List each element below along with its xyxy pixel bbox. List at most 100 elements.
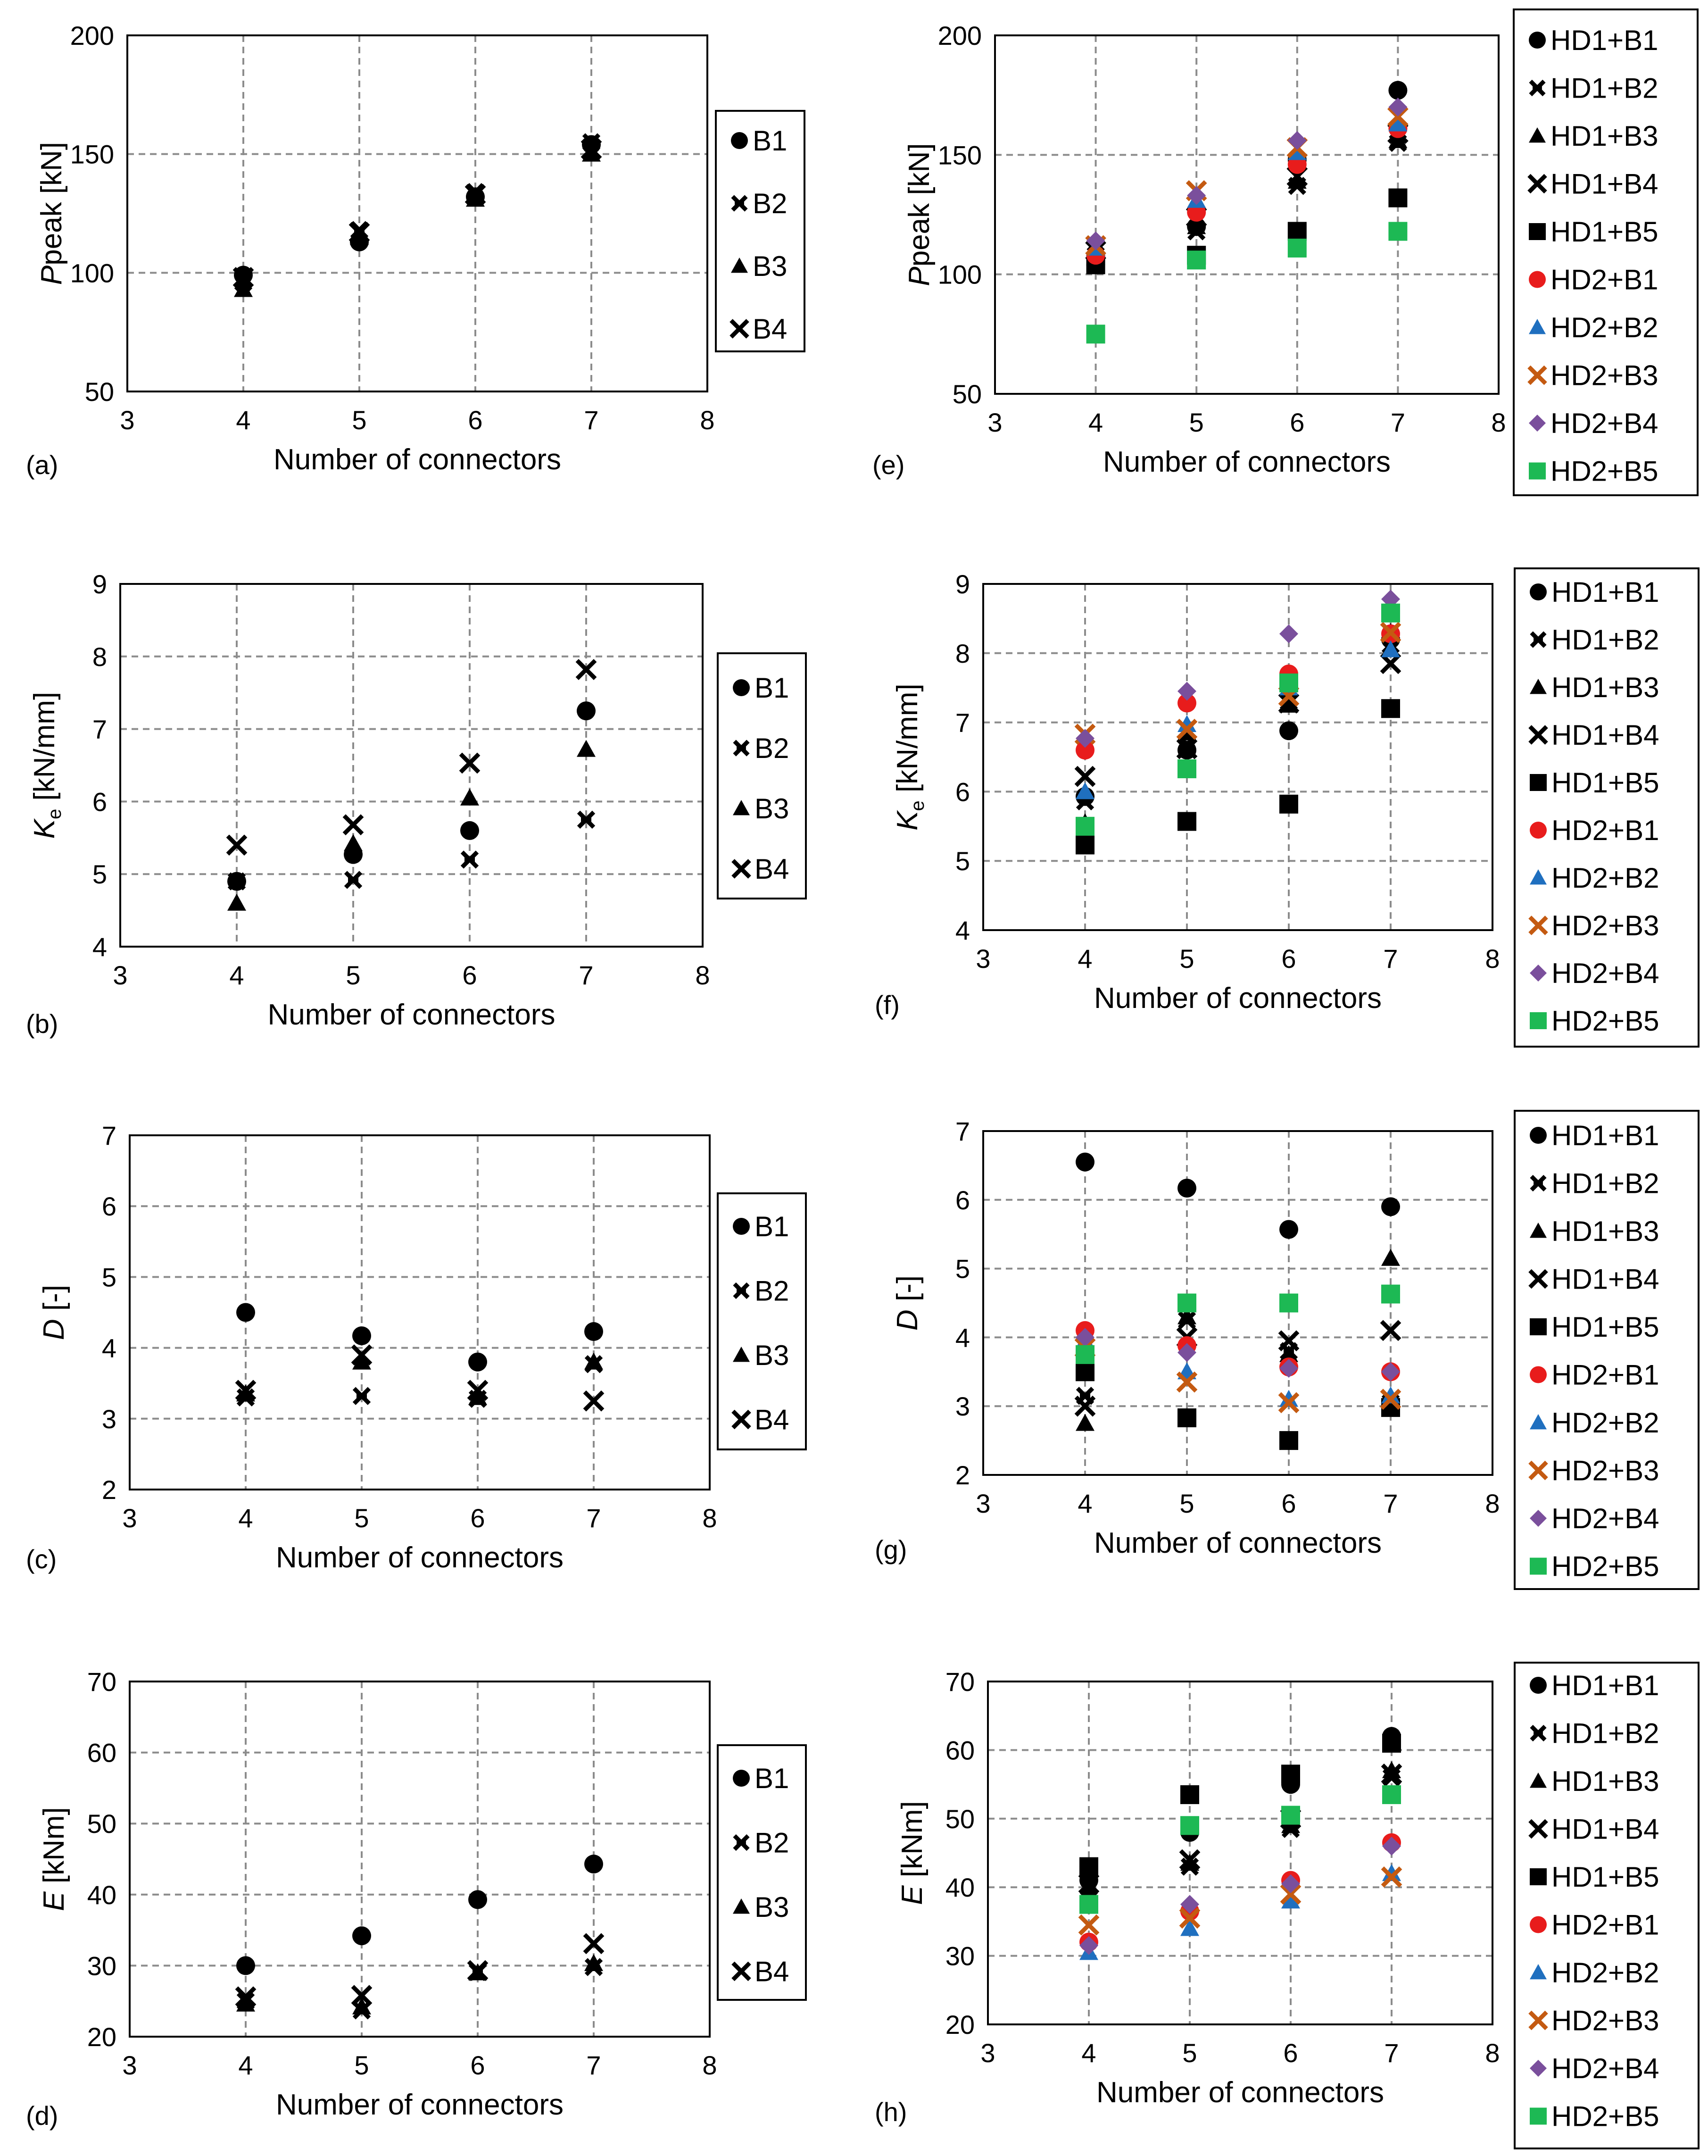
legend-box xyxy=(1514,1110,1700,1590)
data-point xyxy=(583,1933,605,1955)
data-point xyxy=(1079,1857,1098,1876)
data-point xyxy=(459,752,481,774)
y-tick-label: 30 xyxy=(945,1941,975,1971)
data-point xyxy=(352,1926,371,1946)
y-tick-label: 50 xyxy=(953,379,982,409)
legend-label: HD1+B5 xyxy=(1551,1311,1659,1343)
legend-marker xyxy=(1530,631,1547,648)
y-tick-label: 150 xyxy=(70,140,114,169)
legend-label: HD2+B2 xyxy=(1551,1957,1659,1989)
data-point xyxy=(1177,715,1196,733)
legend-marker xyxy=(1530,1773,1547,1788)
panel-label: (h) xyxy=(875,2097,907,2127)
x-tick-label: 6 xyxy=(462,960,477,990)
legend: B1 B2 B3 B4 xyxy=(715,110,805,352)
y-axis-symbol: P xyxy=(903,266,936,286)
legend-label: HD1+B3 xyxy=(1551,1765,1659,1797)
x-tick-label: 7 xyxy=(1383,944,1398,974)
legend-box xyxy=(717,1192,807,1450)
legend: B1 B2 B3 B4 xyxy=(717,1192,807,1450)
data-point xyxy=(1074,1395,1096,1417)
x-tick-label: 3 xyxy=(976,1489,990,1518)
data-point xyxy=(1287,172,1307,189)
data-point xyxy=(584,1352,603,1370)
y-tick-label: 100 xyxy=(938,260,982,290)
data-point xyxy=(1387,106,1409,127)
series-HD1+B5 xyxy=(1076,1362,1400,1450)
y-tick-label: 4 xyxy=(92,932,107,962)
data-point xyxy=(577,740,596,757)
legend-marker xyxy=(1530,774,1547,791)
series-B1 xyxy=(236,1303,603,1372)
data-point xyxy=(1281,1806,1300,1825)
y-axis-symbol: K xyxy=(891,810,924,831)
series-B2 xyxy=(227,810,596,891)
x-tick-label: 5 xyxy=(1189,408,1204,437)
legend-marker xyxy=(1530,1174,1547,1192)
y-axis-subscript: e xyxy=(44,809,65,819)
x-tick-label: 3 xyxy=(980,2038,995,2068)
data-point xyxy=(232,267,254,288)
y-tick-label: 2 xyxy=(102,1475,116,1505)
data-point xyxy=(1177,1343,1196,1362)
data-point xyxy=(1380,1320,1401,1341)
data-point xyxy=(1279,721,1298,741)
legend-marker xyxy=(1530,679,1547,694)
panel-label: (a) xyxy=(26,450,58,480)
series-B3 xyxy=(234,144,601,297)
panel-label: (b) xyxy=(26,1009,58,1039)
legend-label: HD1+B3 xyxy=(1551,1215,1659,1247)
legend-label: B3 xyxy=(755,1340,789,1371)
x-axis-title: Number of connectors xyxy=(276,1541,564,1574)
data-point xyxy=(236,1956,255,1975)
data-point xyxy=(1381,640,1400,658)
legend-marker xyxy=(1530,1414,1547,1430)
data-point xyxy=(1388,114,1408,132)
x-tick-label: 6 xyxy=(1283,2038,1298,2068)
data-point xyxy=(1086,325,1105,344)
panel-label: (g) xyxy=(875,1535,907,1565)
data-point xyxy=(1180,1919,1199,1936)
data-point xyxy=(235,1986,257,2008)
legend-marker xyxy=(1530,1677,1547,1694)
series-HD1+B5 xyxy=(1086,188,1408,275)
x-tick-label: 5 xyxy=(354,1503,369,1533)
series-HD1+B2 xyxy=(1076,1311,1400,1412)
data-point xyxy=(352,1326,371,1346)
legend-label: B2 xyxy=(753,188,787,219)
legend-label: HD2+B5 xyxy=(1551,1551,1659,1582)
legend-label: B4 xyxy=(753,313,787,345)
data-point xyxy=(344,871,363,889)
x-axis-title: Number of connectors xyxy=(274,443,561,476)
plot-area xyxy=(119,583,704,948)
series-HD2+B2 xyxy=(1076,640,1400,799)
legend: HD1+B1 HD1+B2 HD1+B3 HD1+B4 HD1+B5 HD2+B1 HD2+… xyxy=(1514,1110,1700,1590)
y-tick-label: 50 xyxy=(87,1809,116,1839)
series-B3 xyxy=(236,1352,603,1405)
series-HD1+B1 xyxy=(1079,1727,1401,1890)
data-point xyxy=(1381,1197,1400,1216)
series-HD1+B3 xyxy=(1086,131,1408,268)
data-point xyxy=(468,1388,487,1405)
legend-marker xyxy=(1530,965,1547,982)
chart-panel-h: 3 4 5 6 7 8 20 30 40 50 60 70 Number of connectors E … xyxy=(875,1662,1700,2149)
data-point xyxy=(1279,673,1298,692)
y-tick-label: 4 xyxy=(955,1323,970,1352)
x-tick-label: 3 xyxy=(976,944,990,974)
data-point xyxy=(584,1322,603,1341)
x-tick-label: 6 xyxy=(470,1503,485,1533)
legend: B1 B2 B3 B4 xyxy=(717,1744,807,2001)
x-tick-label: 7 xyxy=(584,405,598,435)
data-point xyxy=(1382,1733,1401,1753)
series-HD1+B3 xyxy=(1079,1761,1401,1898)
data-point xyxy=(1278,1392,1300,1414)
data-point xyxy=(468,1890,487,1909)
y-tick-label: 200 xyxy=(938,21,982,50)
data-point xyxy=(1279,794,1298,814)
series-HD1+B4 xyxy=(1078,1763,1402,1895)
y-tick-label: 200 xyxy=(70,21,114,50)
y-tick-label: 7 xyxy=(955,1116,970,1146)
series-HD2+B1 xyxy=(1076,1321,1400,1382)
data-point xyxy=(460,850,479,869)
